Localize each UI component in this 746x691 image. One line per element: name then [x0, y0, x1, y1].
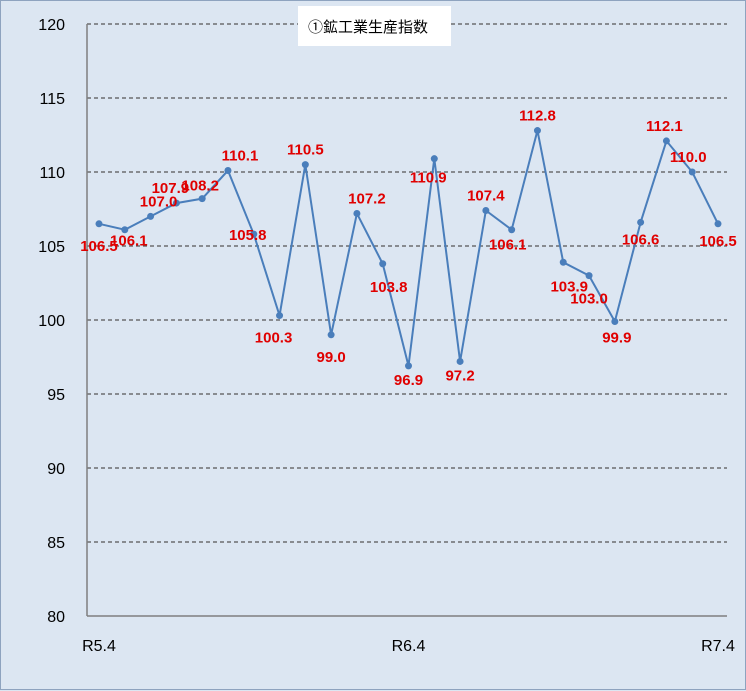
data-label: 106.1: [110, 233, 148, 250]
y-tick-label: 80: [47, 609, 65, 626]
data-label: 103.0: [570, 291, 608, 308]
data-point: [121, 226, 129, 234]
data-label: 107.4: [467, 187, 505, 204]
data-label: 106.5: [699, 233, 737, 250]
data-point: [714, 220, 722, 228]
data-label: 107.2: [348, 190, 386, 207]
y-tick-label: 95: [47, 387, 65, 404]
data-label: 96.9: [394, 372, 423, 389]
y-tick-label: 105: [38, 239, 65, 256]
data-point: [688, 168, 696, 176]
data-label: 107.0: [140, 193, 178, 210]
data-label: 106.6: [622, 231, 660, 248]
y-tick-label: 115: [39, 91, 65, 108]
data-label: 110.5: [287, 142, 324, 159]
data-point: [353, 209, 361, 217]
data-label: 99.0: [317, 349, 346, 366]
data-point: [430, 155, 438, 163]
data-point: [95, 220, 103, 228]
data-point: [250, 230, 258, 238]
data-label: 99.9: [602, 329, 631, 346]
data-label: 106.1: [489, 237, 527, 254]
data-point: [301, 161, 309, 169]
data-point: [585, 272, 593, 280]
y-tick-label: 100: [38, 313, 65, 330]
data-point: [379, 260, 387, 268]
data-label: 100.3: [255, 330, 293, 347]
data-point: [327, 331, 335, 339]
y-tick-label: 110: [39, 165, 65, 182]
data-label: 112.8: [519, 108, 556, 125]
data-point: [482, 206, 490, 214]
data-point: [533, 127, 541, 135]
x-tick-label: R5.4: [82, 638, 116, 655]
data-point: [224, 167, 232, 175]
data-point: [198, 195, 206, 203]
y-tick-label: 120: [38, 17, 65, 34]
data-label: 106.5: [80, 238, 118, 255]
x-tick-label: R6.4: [392, 638, 426, 655]
data-point: [508, 226, 516, 234]
data-point: [611, 317, 619, 325]
data-label: 103.8: [370, 279, 408, 296]
data-point: [662, 137, 670, 145]
y-tick-label: 90: [47, 461, 65, 478]
data-label: 110.9: [410, 170, 447, 187]
data-point: [405, 362, 412, 370]
data-label: 105.8: [229, 227, 267, 244]
data-label: 107.9: [152, 180, 190, 197]
data-point: [559, 258, 567, 266]
data-point: [276, 312, 284, 320]
data-label: 108.2: [181, 178, 219, 195]
data-point: [456, 357, 464, 365]
data-point: [147, 212, 155, 220]
legend-label: ①鉱工業生産指数: [308, 18, 429, 36]
data-label: 110.1: [222, 148, 259, 165]
data-label: 103.9: [550, 278, 588, 295]
legend: ①鉱工業生産指数: [298, 6, 451, 46]
data-label: 110.0: [670, 149, 707, 166]
y-tick-label: 85: [47, 535, 65, 552]
data-point: [637, 218, 645, 226]
data-point: [172, 199, 180, 207]
data-label: 112.1: [646, 118, 683, 135]
x-tick-label: R7.4: [701, 638, 735, 655]
data-label: 97.2: [445, 367, 474, 384]
